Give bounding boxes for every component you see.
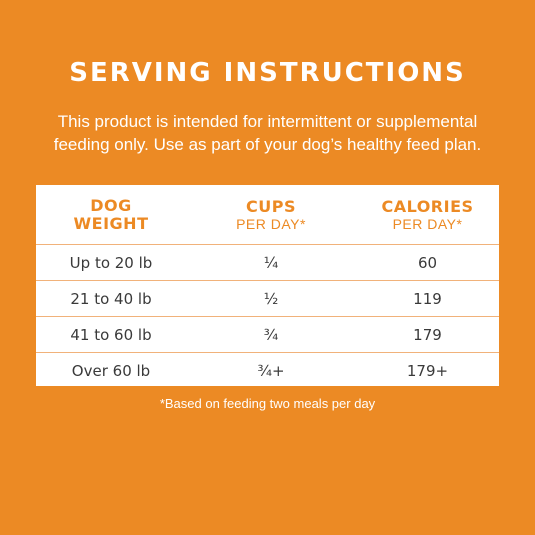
cell-cups: ¾+: [257, 361, 285, 380]
table-row: 41 to 60 lb ¾ 179: [36, 316, 499, 352]
cell-calories: 179+: [406, 361, 449, 380]
header-cups-sub: PER DAY*: [236, 215, 306, 232]
intro-text: This product is intended for intermitten…: [40, 110, 495, 156]
cell-weight: Over 60 lb: [71, 361, 151, 380]
cell-weight: Up to 20 lb: [69, 253, 153, 272]
intro-line-1: This product is intended for intermitten…: [57, 112, 478, 131]
header-dog-weight-line2: WEIGHT: [73, 213, 149, 233]
header-calories-label: CALORIES: [381, 196, 474, 216]
intro-line-2: feeding only. Use as part of your dog’s …: [53, 135, 482, 154]
footnote: *Based on feeding two meals per day: [159, 396, 376, 411]
table-row: 21 to 40 lb ½ 119: [36, 280, 499, 316]
cell-cups: ½: [263, 289, 279, 308]
cell-cups: ¾: [263, 325, 279, 344]
cell-calories: 179: [413, 325, 442, 344]
header-dog-weight-line1: DOG: [90, 195, 132, 215]
cell-weight: 41 to 60 lb: [70, 325, 152, 344]
cell-cups: ¼: [263, 253, 279, 272]
table-header-row: DOG WEIGHT CUPS PER DAY* CALORIES PER DA…: [36, 185, 499, 244]
serving-table: DOG WEIGHT CUPS PER DAY* CALORIES PER DA…: [36, 185, 499, 386]
header-dog-weight: DOG WEIGHT: [36, 195, 186, 233]
header-cups: CUPS PER DAY*: [186, 196, 356, 232]
cell-calories: 119: [413, 289, 442, 308]
table-row: Over 60 lb ¾+ 179+: [36, 352, 499, 388]
table-row: Up to 20 lb ¼ 60: [36, 244, 499, 280]
cell-calories: 60: [417, 253, 438, 272]
header-calories-sub: PER DAY*: [392, 215, 463, 232]
page-title: SERVING INSTRUCTIONS: [69, 58, 466, 88]
cell-weight: 21 to 40 lb: [70, 289, 152, 308]
header-cups-label: CUPS: [246, 196, 296, 216]
header-calories: CALORIES PER DAY*: [356, 196, 499, 232]
